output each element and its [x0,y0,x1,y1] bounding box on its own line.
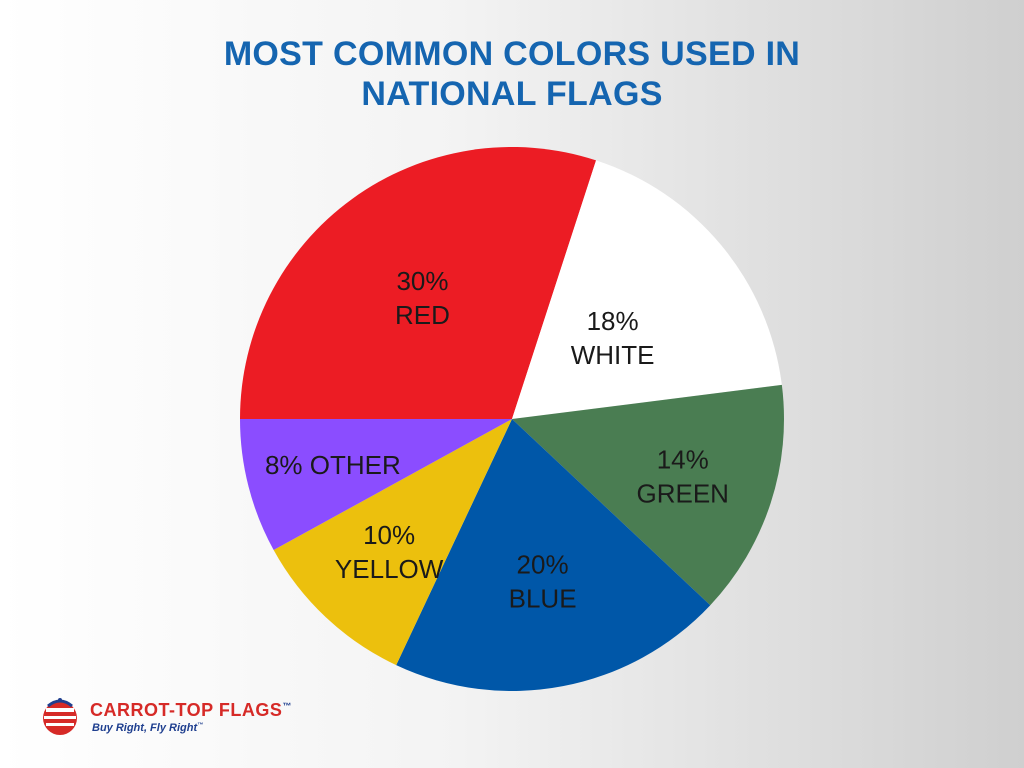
slice-label-percent: 20% [517,549,569,579]
chart-title-line-1: MOST COMMON COLORS USED IN [223,35,801,73]
slice-label-name: BLUE [509,583,577,613]
slice-label-name: GREEN [636,478,728,508]
slice-label-white: 18% WHITE [571,306,655,370]
slice-label-yellow: 10% YELLOW [335,520,444,584]
pie-slice-other [240,419,512,551]
slice-label-percent: 14% [657,444,709,474]
slice-label-blue: 20% BLUE [509,549,577,613]
brand-tagline-text: Buy Right, Fly Right [92,722,198,734]
slice-label-text: 8% OTHER [265,450,401,480]
pie-slice-blue [396,419,711,691]
pie-slice-yellow [273,419,512,666]
brand-tagline: Buy Right, Fly Right™ [92,722,203,734]
slice-label-percent: 18% [587,306,639,336]
pie-slice-white [512,160,782,419]
slice-label-red: 30% RED [395,266,450,330]
chart-title-line-2: NATIONAL FLAGS [361,75,663,113]
brand-logo-block: CARROT-TOP FLAGS™ Buy Right, Fly Right™ [38,694,338,744]
brand-trademark: ™ [282,701,292,711]
slice-label-name: RED [395,300,450,330]
chart-title: MOST COMMON COLORS USED IN NATIONAL FLAG… [0,34,1024,114]
brand-tagline-trademark: ™ [197,722,204,729]
brand-name-text: CARROT-TOP FLAGS [90,700,283,720]
slice-label-percent: 30% [396,266,448,296]
slice-label-other: 8% OTHER [265,450,401,480]
slice-label-name: WHITE [571,340,655,370]
slice-label-name: YELLOW [335,554,444,584]
slice-label-green: 14% GREEN [636,444,728,508]
brand-name: CARROT-TOP FLAGS™ [90,700,292,721]
slice-label-percent: 10% [363,520,415,550]
pie-slice-green [512,384,785,606]
pie-slice-red [240,146,597,419]
flag-globe-icon [43,698,77,735]
